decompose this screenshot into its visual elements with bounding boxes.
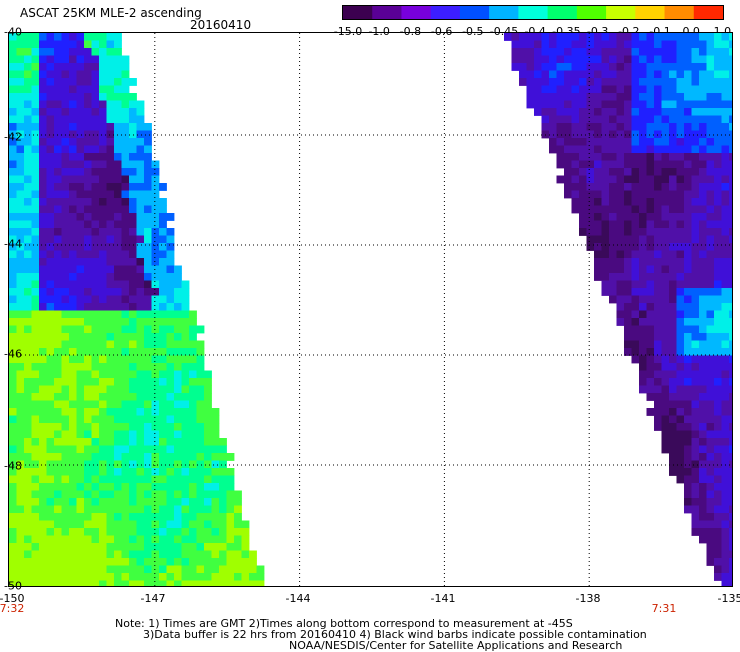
footnote-line-1: Note: 1) Times are GMT 2)Times along bot…: [115, 617, 573, 630]
color-scale-swatch: [693, 6, 723, 19]
latitude-label: -50: [4, 579, 22, 593]
color-scale-swatch: [430, 6, 461, 19]
color-scale-label: -0.6: [430, 25, 453, 38]
longitude-label: -138: [575, 592, 601, 605]
latitude-label: -46: [4, 347, 22, 361]
longitude-label: -144: [285, 592, 311, 605]
color-scale-swatch: [401, 6, 432, 19]
product-title: ASCAT 25KM MLE-2 ascending: [20, 6, 202, 20]
color-scale-label: -0.8: [399, 25, 422, 38]
color-scale-swatch: [518, 6, 549, 19]
longitude-label: -147: [140, 592, 166, 605]
latitude-label: -42: [4, 130, 22, 144]
color-scale-swatch: [459, 6, 490, 19]
latitude-label: -40: [4, 25, 22, 39]
swath-time-right: 7:31: [651, 602, 677, 615]
color-scale-label: -0.5: [462, 25, 484, 38]
color-scale-label: -15.0: [333, 25, 363, 38]
color-scale-label: -1.0: [368, 25, 390, 38]
longitude-label: -141: [430, 592, 456, 605]
color-scale-swatch: [576, 6, 607, 19]
color-scale-swatch: [372, 6, 403, 19]
color-scale-swatch: [343, 6, 373, 19]
product-date: 20160410: [190, 18, 252, 32]
longitude-label: -135: [717, 592, 740, 605]
color-scale-swatch: [606, 6, 636, 19]
color-scale-bar: [342, 5, 724, 20]
swath-time-left: 7:32: [0, 602, 25, 615]
footnote-line-3: NOAA/NESDIS/Center for Satellite Applica…: [289, 639, 623, 652]
latitude-label: -44: [4, 237, 22, 251]
longitude-label: -150: [0, 592, 25, 605]
latitude-label: -48: [4, 459, 22, 473]
footnote-line-2: 3)Data buffer is 22 hrs from 20160410 4)…: [143, 628, 647, 641]
color-scale-swatch: [489, 6, 519, 19]
color-scale-swatch: [635, 6, 666, 19]
color-scale-swatch: [547, 6, 578, 19]
color-scale-swatch: [664, 6, 695, 19]
swath-map: [8, 32, 733, 587]
